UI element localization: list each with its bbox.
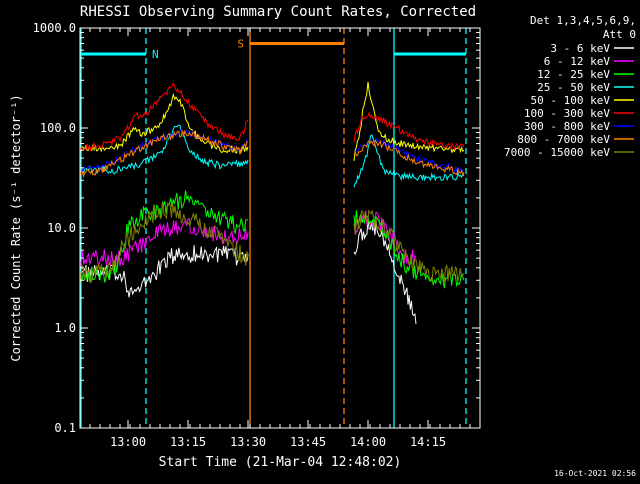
series-line — [353, 219, 417, 324]
series-line — [353, 134, 465, 188]
chart-title: RHESSI Observing Summary Count Rates, Co… — [80, 4, 476, 20]
y-tick-label: 1.0 — [54, 321, 76, 335]
series-line — [79, 201, 249, 284]
legend-label: 800 - 7000 keV — [517, 133, 610, 146]
saa-annotation: S — [237, 37, 244, 50]
legend-label: 100 - 300 keV — [524, 107, 610, 120]
y-tick-label: 10.0 — [47, 221, 76, 235]
night-annotation: N — [152, 48, 159, 61]
x-tick-label: 13:15 — [170, 435, 206, 449]
x-tick-label: 13:45 — [290, 435, 326, 449]
x-tick-label: 14:00 — [350, 435, 386, 449]
x-tick-label: 14:15 — [410, 435, 446, 449]
series-line — [353, 81, 465, 161]
series-line — [353, 210, 465, 289]
x-axis-title: Start Time (21-Mar-04 12:48:02) — [159, 455, 402, 470]
series-line — [79, 92, 249, 154]
y-tick-label: 1000.0 — [33, 21, 76, 35]
y-axis-title: Corrected Count Rate (s⁻¹ detector⁻¹) — [9, 94, 23, 361]
series-line — [353, 139, 465, 177]
legend-label: 3 - 6 keV — [550, 42, 610, 55]
y-tick-label: 0.1 — [54, 421, 76, 435]
legend-label: 12 - 25 keV — [537, 68, 610, 81]
x-tick-label: 13:30 — [230, 435, 266, 449]
legend-header-line1: Det 1,3,4,5,6,9, — [530, 14, 636, 27]
series-line — [353, 111, 465, 151]
x-tick-label: 13:00 — [110, 435, 146, 449]
series-line — [79, 82, 249, 152]
legend-label: 25 - 50 keV — [537, 81, 610, 94]
generation-timestamp: 16-Oct-2021 02:56 — [554, 469, 636, 478]
legend-label: 6 - 12 keV — [544, 55, 611, 68]
y-tick-label: 100.0 — [40, 121, 76, 135]
series-line — [79, 124, 249, 175]
plot-content: NS — [79, 28, 467, 428]
series-line — [79, 129, 249, 178]
series-line — [353, 209, 465, 283]
y-axis-ticks: 0.1 1.0 10.0 100.0 1000.0 — [33, 21, 480, 435]
legend-header-line2: Att 0 — [603, 28, 636, 41]
legend-label: 300 - 800 keV — [524, 120, 610, 133]
legend-label: 7000 - 15000 keV — [504, 146, 610, 159]
x-axis-ticks: 13:00 13:15 13:30 13:45 14:00 14:15 — [79, 28, 481, 449]
legend-label: 50 - 100 keV — [531, 94, 611, 107]
